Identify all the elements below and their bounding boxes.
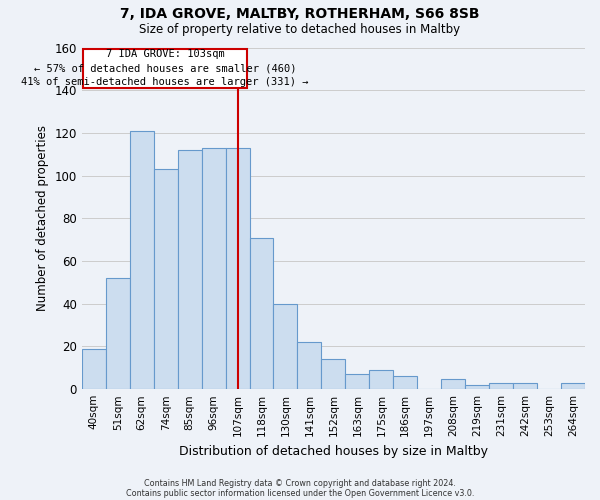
Bar (106, 278, 130, 389)
Bar (274, 304, 298, 389)
Bar (489, 383, 513, 389)
Bar (322, 360, 346, 389)
Bar (82, 348, 106, 389)
Y-axis label: Number of detached properties: Number of detached properties (36, 126, 49, 312)
Bar (513, 383, 537, 389)
Bar (441, 378, 465, 389)
Text: Contains public sector information licensed under the Open Government Licence v3: Contains public sector information licen… (126, 488, 474, 498)
FancyBboxPatch shape (83, 48, 247, 88)
Text: 7 IDA GROVE: 103sqm
← 57% of detached houses are smaller (460)
41% of semi-detac: 7 IDA GROVE: 103sqm ← 57% of detached ho… (22, 50, 309, 88)
Bar (561, 383, 585, 389)
X-axis label: Distribution of detached houses by size in Maltby: Distribution of detached houses by size … (179, 444, 488, 458)
Text: 7, IDA GROVE, MALTBY, ROTHERHAM, S66 8SB: 7, IDA GROVE, MALTBY, ROTHERHAM, S66 8SB (120, 8, 480, 22)
Bar (370, 370, 394, 389)
Bar (298, 342, 322, 389)
Bar (226, 148, 250, 389)
Bar (154, 169, 178, 389)
Bar (394, 376, 417, 389)
Bar (465, 385, 489, 389)
Bar (250, 238, 274, 389)
Text: Size of property relative to detached houses in Maltby: Size of property relative to detached ho… (139, 22, 461, 36)
Bar (178, 150, 202, 389)
Bar (346, 374, 370, 389)
Bar (202, 148, 226, 389)
Text: Contains HM Land Registry data © Crown copyright and database right 2024.: Contains HM Land Registry data © Crown c… (144, 478, 456, 488)
Bar (130, 131, 154, 389)
